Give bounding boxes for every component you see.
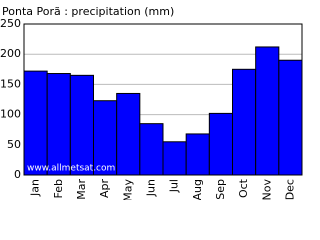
bar xyxy=(139,123,164,176)
x-tick-label: Dec xyxy=(283,179,296,200)
y-tick-label: 250 xyxy=(0,17,21,30)
bar xyxy=(69,74,95,176)
y-tick-label: 100 xyxy=(0,108,21,121)
x-tick-label: Sep xyxy=(214,179,227,200)
chart: Ponta Porã : precipitation (mm) 0 50 100 15… xyxy=(0,5,303,200)
x-tick-label: Jan xyxy=(29,179,42,197)
y-tick-label: 50 xyxy=(7,138,21,151)
x-tick-label: May xyxy=(121,179,134,200)
bar xyxy=(23,70,48,176)
bar xyxy=(162,141,187,176)
x-tick-label: Aug xyxy=(191,179,204,200)
y-tick-label: 0 xyxy=(14,168,21,181)
x-tick-label: Feb xyxy=(52,179,65,198)
x-tick-label: Oct xyxy=(237,178,250,198)
x-tick-label: Nov xyxy=(260,179,273,200)
bar xyxy=(208,112,233,176)
x-tick-label: Apr xyxy=(98,179,111,199)
plot-frame xyxy=(23,23,303,176)
bar xyxy=(116,92,141,176)
x-tick-label: Jun xyxy=(144,179,157,197)
bar xyxy=(255,46,280,176)
y-tick-label: 200 xyxy=(0,47,21,60)
x-tick-label: Jul xyxy=(168,179,181,193)
bar xyxy=(232,68,257,176)
bar xyxy=(185,133,210,176)
bar xyxy=(278,59,303,176)
bar xyxy=(46,73,71,176)
chart-title: Ponta Porã : precipitation (mm) xyxy=(2,5,174,18)
y-tick-label: 150 xyxy=(0,77,21,90)
x-tick-label: Mar xyxy=(75,179,88,200)
watermark: www.allmetsat.com xyxy=(27,164,115,174)
